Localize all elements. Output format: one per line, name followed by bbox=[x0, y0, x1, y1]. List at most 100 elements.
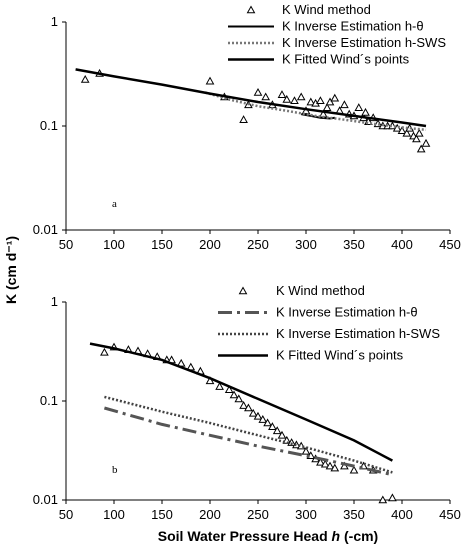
x-tick-label: 400 bbox=[391, 507, 413, 522]
legend-label: K Wind method bbox=[282, 2, 371, 17]
x-tick-label: 50 bbox=[59, 237, 73, 252]
data-point bbox=[316, 457, 325, 466]
series-4: K Fitted Wind´s points bbox=[89, 342, 404, 462]
legend-label: K Inverse Estimation h-SWS bbox=[276, 326, 440, 341]
data-point bbox=[258, 414, 268, 423]
data-point bbox=[215, 382, 224, 390]
data-point bbox=[340, 100, 349, 109]
x-tick-label: 150 bbox=[151, 237, 173, 252]
data-point bbox=[361, 107, 370, 116]
data-point bbox=[306, 97, 316, 106]
data-point bbox=[322, 103, 332, 111]
series-line bbox=[104, 395, 393, 474]
data-point bbox=[416, 144, 426, 153]
series-line bbox=[204, 91, 427, 132]
x-tick-label: 400 bbox=[391, 237, 413, 252]
x-tick-label: 250 bbox=[247, 237, 269, 252]
series-1: K Wind method bbox=[80, 2, 431, 153]
x-tick-label: 300 bbox=[295, 237, 317, 252]
data-point bbox=[301, 446, 311, 455]
series-line bbox=[89, 342, 393, 462]
data-point bbox=[80, 74, 90, 83]
legend-marker bbox=[246, 5, 256, 14]
data-point bbox=[277, 90, 287, 98]
legend-marker bbox=[238, 286, 248, 295]
series-2: K Inverse Estimation h-θ bbox=[228, 19, 424, 120]
data-point bbox=[229, 390, 239, 399]
data-point bbox=[412, 134, 421, 143]
x-tick-label: 250 bbox=[247, 507, 269, 522]
data-point bbox=[263, 418, 272, 427]
y-tick-label: 0.01 bbox=[33, 222, 58, 237]
x-axis-label-prefix: Soil Water Pressure Head bbox=[158, 528, 332, 544]
data-point bbox=[287, 438, 296, 446]
series-line bbox=[75, 68, 427, 128]
series-line bbox=[103, 406, 393, 477]
data-point bbox=[378, 495, 388, 504]
legend-label: K Wind method bbox=[276, 283, 365, 298]
series-4: K Fitted Wind´s points bbox=[75, 52, 427, 128]
x-axis-label-symbol: h bbox=[332, 528, 341, 544]
data-point bbox=[239, 401, 248, 409]
x-tick-label: 350 bbox=[343, 507, 365, 522]
x-tick-label: 50 bbox=[59, 507, 73, 522]
data-point bbox=[261, 92, 271, 101]
legend-label: K Inverse Estimation h-θ bbox=[276, 305, 418, 320]
x-axis-label-suffix: (-cm) bbox=[340, 528, 378, 544]
x-tick-label: 100 bbox=[103, 507, 125, 522]
data-point bbox=[253, 411, 263, 420]
y-axis-label: K (cm d⁻¹) bbox=[3, 236, 19, 304]
data-point bbox=[234, 394, 244, 403]
legend-label: K Fitted Wind´s points bbox=[276, 348, 404, 363]
legend-label: K Inverse Estimation h-SWS bbox=[282, 35, 446, 50]
x-tick-label: 300 bbox=[295, 507, 317, 522]
data-point bbox=[397, 126, 407, 135]
y-tick-label: 1 bbox=[51, 294, 58, 309]
y-tick-label: 1 bbox=[51, 14, 58, 29]
data-point bbox=[320, 459, 330, 468]
data-point bbox=[290, 96, 299, 105]
data-point bbox=[354, 103, 364, 111]
data-point bbox=[277, 430, 287, 439]
x-tick-label: 200 bbox=[199, 237, 221, 252]
data-point bbox=[402, 128, 412, 137]
legend-label: K Inverse Estimation h-θ bbox=[282, 19, 424, 34]
data-point bbox=[253, 87, 263, 96]
y-tick-label: 0.01 bbox=[33, 492, 58, 507]
data-point bbox=[282, 94, 292, 103]
data-point bbox=[316, 96, 325, 105]
x-tick-label: 450 bbox=[439, 237, 461, 252]
x-tick-label: 100 bbox=[103, 237, 125, 252]
data-point bbox=[244, 403, 253, 412]
panel-letter: b bbox=[112, 464, 118, 476]
series-line bbox=[301, 113, 335, 120]
data-point bbox=[205, 76, 215, 85]
y-tick-label: 0.1 bbox=[40, 393, 58, 408]
data-point bbox=[296, 92, 306, 101]
series-2: K Inverse Estimation h-θ bbox=[103, 305, 418, 477]
y-tick-label: 0.1 bbox=[40, 118, 58, 133]
data-point bbox=[325, 461, 335, 470]
x-axis-label: Soil Water Pressure Head h (-cm) bbox=[158, 528, 378, 544]
x-tick-label: 200 bbox=[199, 507, 221, 522]
data-point bbox=[272, 426, 282, 435]
x-tick-label: 350 bbox=[343, 237, 365, 252]
data-point bbox=[100, 347, 109, 356]
series-3: K Inverse Estimation h-SWS bbox=[104, 326, 440, 474]
legend-label: K Fitted Wind´s points bbox=[282, 52, 410, 67]
data-point bbox=[268, 422, 277, 431]
data-point bbox=[414, 128, 424, 137]
data-point bbox=[349, 465, 359, 474]
data-point bbox=[388, 493, 397, 502]
x-tick-label: 150 bbox=[151, 507, 173, 522]
data-point bbox=[224, 385, 234, 394]
data-point bbox=[330, 463, 340, 472]
x-tick-label: 450 bbox=[439, 507, 461, 522]
data-point bbox=[421, 138, 431, 147]
panel-letter: a bbox=[112, 198, 117, 210]
data-point bbox=[205, 376, 215, 385]
